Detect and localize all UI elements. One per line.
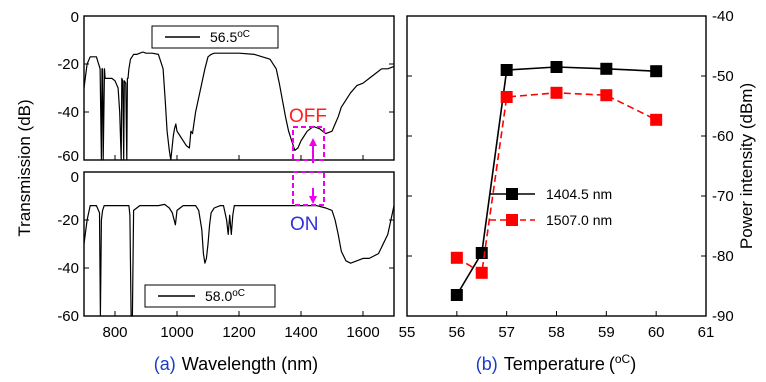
on-label: ON (290, 214, 319, 235)
y-tick-label-b: -50 (712, 68, 734, 85)
transmission-curve-1 (83, 203, 395, 317)
transmission-curve-0 (83, 51, 395, 161)
x-tick-label-a: 1000 (160, 324, 193, 341)
y-tick-label-b: -40 (712, 8, 734, 25)
legend-b-series-2: 1507.0 nm (546, 212, 612, 228)
y-tick-label-a1: -20 (57, 212, 79, 229)
y-axis-label-b: Power intensity (dBm) (737, 83, 756, 249)
caption-b: (b) Temperature (oC) (476, 352, 636, 374)
y-tick-label-a0: 0 (71, 9, 79, 26)
series-line-1 (456, 66, 657, 296)
caption-a-xlabel: Wavelength (nm) (182, 354, 318, 374)
y-tick-label-b: -70 (712, 188, 734, 205)
series-2-point (450, 251, 463, 264)
legend-top-unit: oC (237, 29, 250, 40)
x-tick-label-a: 1200 (222, 324, 255, 341)
caption-a-label: (a) (154, 354, 176, 374)
y-tick-label-b: -60 (712, 128, 734, 145)
dashed-box-top (292, 126, 325, 161)
y-axis-label-a: Transmission (dB) (15, 99, 34, 236)
series-1-point (600, 62, 613, 75)
series-2-point (600, 89, 613, 102)
x-tick-label-b: 59 (598, 324, 615, 341)
x-tick-label-a: 1400 (284, 324, 317, 341)
caption-a: (a) Wavelength (nm) (154, 354, 318, 374)
legend-b-series-1: 1404.5 nm (546, 186, 612, 202)
x-tick-label-a: 1600 (346, 324, 379, 341)
y-tick-label-a0: -20 (57, 56, 79, 73)
series-1-point (500, 64, 513, 76)
x-tick-label-b: 60 (648, 324, 665, 341)
y-tick-label-a1: -60 (57, 308, 79, 325)
legend-top: 56.5oC (151, 25, 279, 49)
series-2-point (650, 113, 663, 126)
off-label: OFF (289, 106, 327, 127)
caption-b-xlabel: Temperature (504, 354, 605, 374)
x-tick-label-b: 55 (399, 324, 416, 341)
panel-b-power: 55 56 57 58 59 60 61 -40 -50 -60 -70 -80 -90 1404.5 … (399, 8, 756, 374)
legend-top-temp: 56.5 (210, 29, 237, 45)
y-tick-label-b: -90 (712, 308, 734, 325)
y-tick-label-a1: -40 (57, 260, 79, 277)
x-tick-label-b: 57 (498, 324, 515, 341)
legend-b-marker-black (506, 188, 518, 200)
dashed-box-bottom (292, 171, 325, 206)
series-1-point (550, 61, 563, 73)
legend-bottom: 58.0oC (144, 284, 276, 308)
caption-b-label: (b) (476, 354, 498, 374)
y-tick-label-a0: -40 (57, 104, 79, 121)
legend-bottom-unit: oC (232, 288, 245, 299)
series-2-point (550, 86, 563, 99)
x-tick-label-a: 800 (102, 324, 127, 341)
legend-bottom-temp: 58.0 (205, 288, 232, 304)
on-off-annotation: OFF ON (289, 106, 327, 235)
x-tick-label-b: 56 (448, 324, 465, 341)
legend-b: 1404.5 nm 1507.0 nm (490, 186, 612, 228)
series-1-point (650, 65, 663, 78)
legend-b-marker-red (506, 214, 518, 226)
y-tick-label-a1: 0 (71, 169, 79, 186)
series-line-2 (456, 91, 657, 275)
x-tick-label-b: 58 (548, 324, 565, 341)
svg-text:56.5oC: 56.5oC (210, 29, 250, 45)
series-2-point (500, 91, 513, 103)
y-tick-label-a0: -60 (57, 148, 79, 165)
svg-text:58.0oC: 58.0oC (205, 288, 245, 304)
series-1-point (450, 289, 463, 301)
series-1-point (475, 247, 488, 259)
caption-b-unit: oC (615, 352, 631, 366)
y-tick-label-b: -80 (712, 248, 734, 265)
series-2-point (475, 266, 488, 279)
x-tick-label-b: 61 (698, 324, 715, 341)
